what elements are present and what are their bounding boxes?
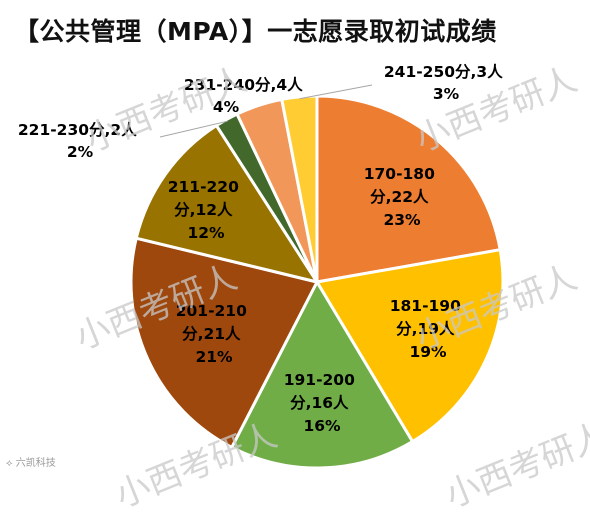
chart-title: 【公共管理（MPA）】一志愿录取初试成绩 — [14, 17, 497, 46]
footer-brand: ⟡ 六凯科技 — [6, 458, 56, 469]
footer-text: 六凯科技 — [15, 458, 56, 469]
pie-slice-181-190 — [314, 247, 505, 444]
pie-slice-170-180 — [315, 94, 502, 284]
slice-labels: 170-180 分,22人 23% 181-190 分,19人 19% 191-… — [18, 63, 508, 435]
pie-slice-211-220 — [134, 123, 321, 285]
leader-line-221-230 — [159, 120, 228, 138]
pie-chart: 170-180 分,22人 23% 181-190 分,19人 19% 191-… — [18, 63, 508, 470]
slice-label-170-180: 170-180 分,22人 23% — [364, 165, 441, 229]
slice-label-211-220: 211-220 分,12人 12% — [168, 178, 245, 242]
leader-line-241-250 — [299, 84, 373, 100]
slice-label-191-200: 191-200 分,16人 16% — [284, 371, 361, 435]
slice-label-181-190: 181-190 分,19人 19% — [390, 297, 467, 361]
pie-slice-201-210 — [129, 236, 320, 450]
leader-lines — [159, 84, 373, 138]
pie-slice-191-200 — [229, 278, 415, 470]
pie-slices — [129, 94, 505, 470]
outside-label-231-240: 231-240分,4人 4% — [184, 76, 308, 116]
pie-slice-241-250 — [280, 94, 319, 283]
outside-label-221-230: 221-230分,2人 2% — [18, 121, 142, 161]
slice-label-201-210: 201-210 分,21人 21% — [176, 302, 253, 366]
outside-label-241-250: 241-250分,3人 3% — [384, 63, 508, 103]
